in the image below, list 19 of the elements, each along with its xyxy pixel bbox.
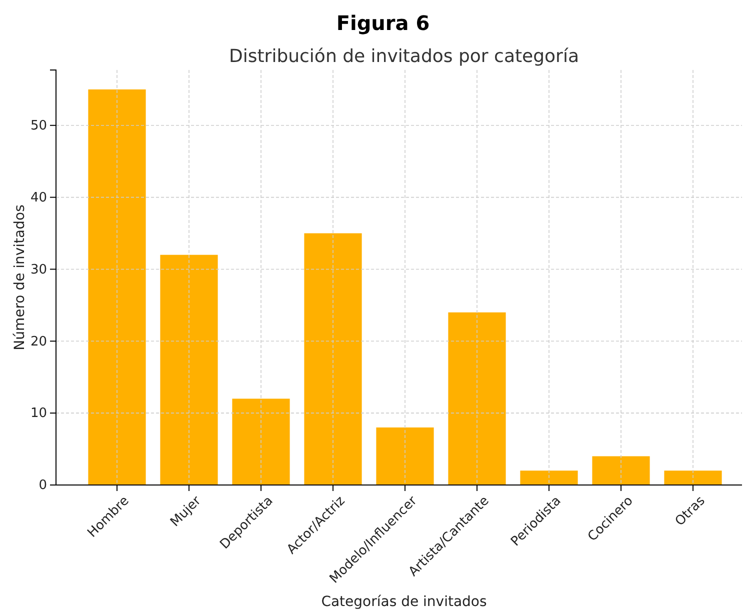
y-tick-label: 20 — [30, 334, 47, 350]
y-tick-label: 10 — [30, 406, 47, 422]
bar — [232, 398, 290, 485]
bar — [592, 456, 650, 485]
chart-title: Figura 6 — [336, 11, 430, 35]
y-tick-label: 40 — [30, 190, 47, 206]
chart-subtitle: Distribución de invitados por categoría — [229, 46, 579, 67]
y-axis-title: Número de invitados — [12, 204, 28, 350]
bar — [88, 89, 146, 485]
y-tick-label: 50 — [30, 118, 47, 134]
bar — [664, 470, 722, 485]
y-tick-label: 30 — [30, 262, 47, 278]
bar — [376, 427, 434, 485]
y-tick-label: 0 — [38, 478, 47, 494]
bar — [520, 470, 578, 485]
bar — [448, 312, 506, 485]
bar — [304, 233, 362, 485]
x-axis-title: Categorías de invitados — [321, 594, 487, 610]
bar — [160, 254, 218, 485]
